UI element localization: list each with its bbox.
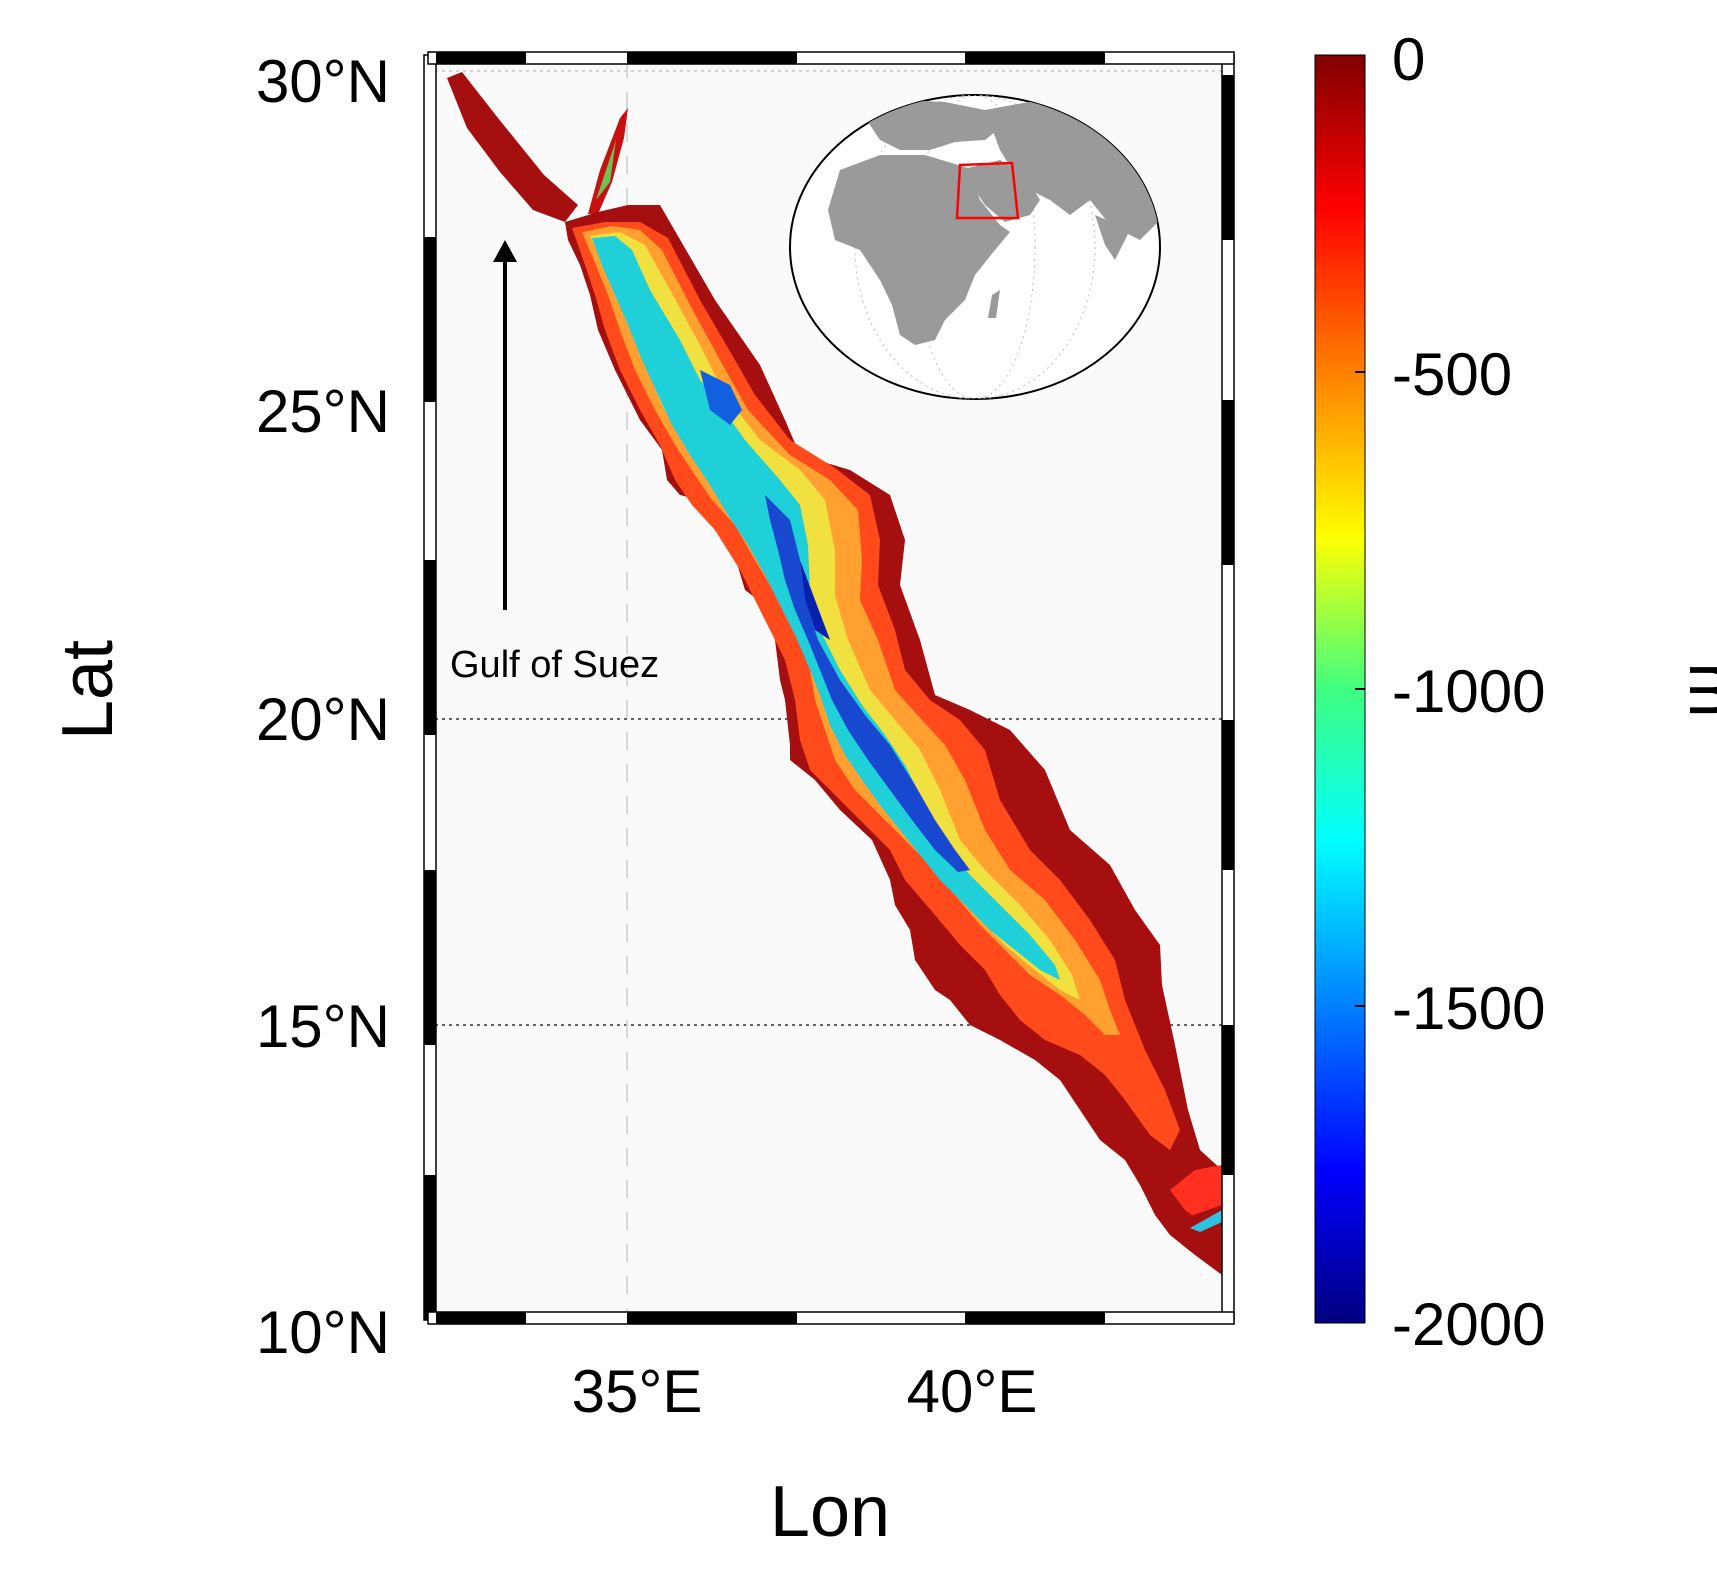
gulf-of-suez-label: Gulf of Suez <box>450 644 659 686</box>
lat-tick-15: 15°N <box>256 993 390 1060</box>
lon-tick-35: 35°E <box>572 1358 703 1425</box>
colorbar-tick-1000: -1000 <box>1392 658 1545 725</box>
x-axis-title: Lon <box>770 1472 890 1552</box>
y-axis-title: Lat <box>48 640 128 740</box>
map-frame <box>423 51 1235 1325</box>
lat-tick-20: 20°N <box>256 686 390 753</box>
lon-tick-40: 40°E <box>907 1358 1038 1425</box>
europe-landmass <box>860 100 1000 150</box>
gulf-of-aqaba-shape <box>588 108 628 214</box>
arabia-landmass <box>968 160 1040 222</box>
lat-tick-25: 25°N <box>256 378 390 445</box>
colorbar-tick-0: 0 <box>1392 26 1425 93</box>
india-landmass <box>1095 215 1130 260</box>
colorbar-tick-2000: -2000 <box>1392 1291 1545 1358</box>
red-sea-trough <box>700 370 742 425</box>
lat-tick-30: 30°N <box>256 48 390 115</box>
africa-landmass <box>828 155 1010 345</box>
madagascar-landmass <box>988 290 1000 318</box>
bathymetry-layer <box>447 72 1222 1275</box>
lat-tick-10: 10°N <box>256 1299 390 1366</box>
colorbar-unit-label: m <box>1676 663 1717 718</box>
colorbar-tick-marks <box>1355 371 1365 1007</box>
red-sea-axial-trough <box>765 495 970 872</box>
study-area-box <box>955 161 1020 220</box>
gulf-of-suez-arrow <box>493 240 517 610</box>
longitude-tick-labels: 35°E 40°E <box>572 1358 1038 1425</box>
latitude-tick-labels: 30°N 25°N 20°N 15°N 10°N <box>256 48 390 1366</box>
colorbar-tick-500: -500 <box>1392 341 1512 408</box>
globe-inset <box>789 94 1161 400</box>
red-sea-deep <box>592 236 1060 980</box>
colorbar-tick-1500: -1500 <box>1392 975 1545 1042</box>
depth-colorbar: 0 -500 -1000 -1500 -2000 m <box>1314 26 1717 1358</box>
gulf-of-suez-shape <box>447 72 578 222</box>
